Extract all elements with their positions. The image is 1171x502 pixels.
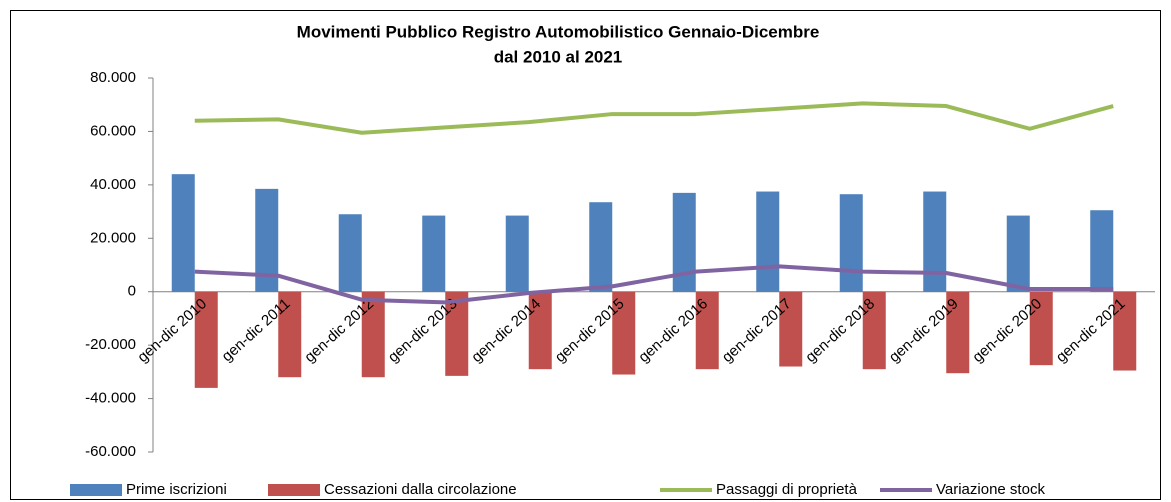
bar xyxy=(946,291,970,374)
bar xyxy=(505,215,529,292)
bar xyxy=(756,191,780,292)
bar xyxy=(255,188,279,292)
bar xyxy=(589,202,613,292)
y-tick-label: -20.000 xyxy=(85,336,136,353)
y-tick-label: -60.000 xyxy=(85,443,136,460)
bar xyxy=(672,192,696,292)
bar xyxy=(1006,215,1030,292)
line xyxy=(194,264,1114,305)
bar xyxy=(695,291,719,370)
legend-label: Passaggi di proprietà xyxy=(716,481,858,498)
y-tick-label: -40.000 xyxy=(85,390,136,407)
bar xyxy=(445,291,469,376)
bar xyxy=(779,291,803,367)
bar xyxy=(839,194,863,292)
bar xyxy=(278,291,302,378)
legend-label: Variazione stock xyxy=(936,481,1045,498)
chart-frame xyxy=(10,10,1161,500)
y-tick-label: 0 xyxy=(128,283,136,300)
bar xyxy=(171,174,195,292)
y-tick-label: 60.000 xyxy=(90,122,136,139)
bar xyxy=(361,291,385,378)
y-tick-label: 40.000 xyxy=(90,176,136,193)
legend-swatch xyxy=(70,484,122,496)
bar xyxy=(1113,291,1137,371)
bar xyxy=(923,191,947,292)
bar xyxy=(1029,291,1053,366)
bar xyxy=(422,215,446,292)
legend-label: Prime iscrizioni xyxy=(126,481,227,498)
legend-label: Cessazioni dalla circolazione xyxy=(324,481,517,498)
chart-title: Movimenti Pubblico Registro Automobilist… xyxy=(297,22,820,41)
bar xyxy=(338,214,362,292)
y-tick-label: 20.000 xyxy=(90,229,136,246)
legend-swatch xyxy=(268,484,320,496)
bar xyxy=(528,291,552,370)
bar xyxy=(194,291,218,388)
bar xyxy=(862,291,886,370)
chart-subtitle: dal 2010 al 2021 xyxy=(494,47,623,66)
bar xyxy=(1090,210,1114,292)
bar xyxy=(612,291,636,375)
y-tick-label: 80.000 xyxy=(90,69,136,86)
line xyxy=(194,101,1114,135)
